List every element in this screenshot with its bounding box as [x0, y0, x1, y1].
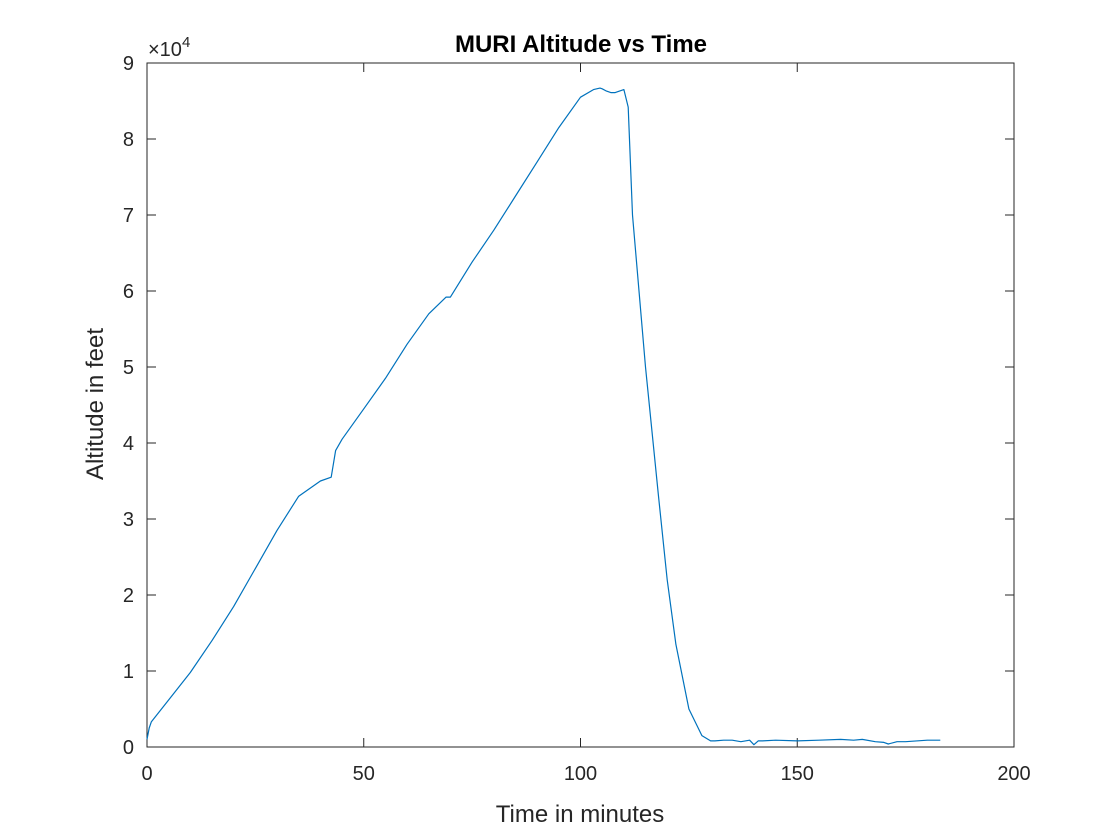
y-axis-label: Altitude in feet [82, 328, 109, 480]
x-tick-label: 0 [141, 763, 152, 785]
altitude-series-line [146, 87, 941, 746]
axes-box [146, 62, 1015, 748]
y-tick-label: 7 [123, 205, 134, 227]
y-axis-exponent-base: ×10 [148, 39, 182, 61]
y-axis-exponent-power: 4 [182, 34, 190, 51]
y-tick-label: 6 [123, 281, 134, 303]
y-axis-exponent: ×104 [148, 34, 190, 61]
x-tick-label: 200 [997, 763, 1030, 785]
y-tick-label: 2 [123, 585, 134, 607]
x-tick-label: 150 [781, 763, 814, 785]
y-tick-label: 1 [123, 661, 134, 683]
y-tick-label: 4 [123, 433, 134, 455]
chart-title: MURI Altitude vs Time [455, 31, 707, 58]
x-tick-label: 100 [564, 763, 597, 785]
y-tick-label: 3 [123, 509, 134, 531]
plot-area: 0 50 100 150 200 0 1 2 3 4 5 6 7 8 9 [123, 53, 1031, 785]
x-tick-label: 50 [353, 763, 375, 785]
y-tick-label: 5 [123, 357, 134, 379]
y-tick-label: 9 [123, 53, 134, 75]
x-axis-label: Time in minutes [496, 801, 665, 828]
y-tick-label: 8 [123, 129, 134, 151]
y-tick-label: 0 [123, 737, 134, 759]
